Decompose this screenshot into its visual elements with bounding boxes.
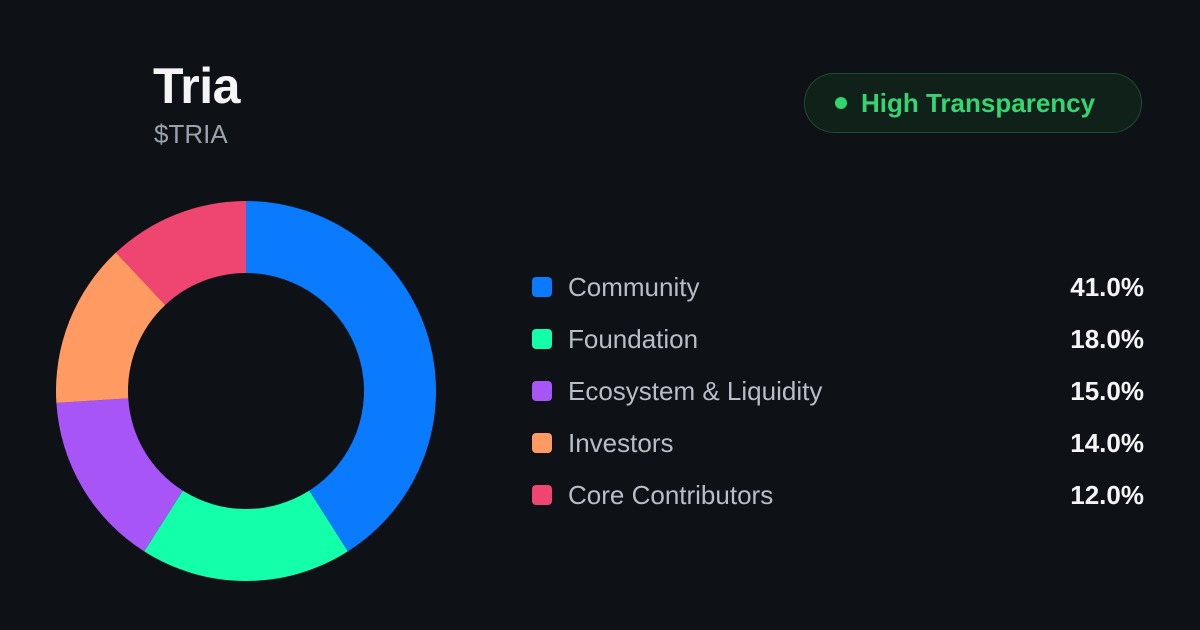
donut-slice-core-contributors	[115, 201, 246, 305]
token-ticker: $TRIA	[154, 119, 228, 149]
legend-item-ecosystem-liquidity: Ecosystem & Liquidity 15.0%	[532, 365, 1144, 417]
legend-item-core-contributors: Core Contributors 12.0%	[532, 469, 1144, 521]
legend-swatch	[532, 433, 552, 453]
donut-slice-investors	[56, 252, 166, 403]
legend-label: Ecosystem & Liquidity	[568, 376, 823, 406]
legend-value: 12.0%	[1070, 480, 1144, 510]
legend-swatch	[532, 329, 552, 349]
donut-slice-community	[246, 201, 437, 552]
transparency-badge-label: High Transparency	[861, 88, 1096, 118]
transparency-badge: High Transparency	[804, 73, 1142, 133]
legend-item-community: Community 41.0%	[532, 261, 1144, 313]
legend-swatch	[532, 277, 552, 297]
legend-value: 18.0%	[1070, 324, 1144, 354]
legend-value: 41.0%	[1070, 272, 1144, 302]
legend-swatch	[532, 485, 552, 505]
token-name: Tria	[153, 58, 240, 114]
legend-label: Core Contributors	[568, 480, 774, 510]
legend-item-foundation: Foundation 18.0%	[532, 313, 1144, 365]
legend-item-investors: Investors 14.0%	[532, 417, 1144, 469]
legend-label: Foundation	[568, 324, 699, 354]
legend-value: 14.0%	[1070, 428, 1144, 458]
donut-slice-foundation	[144, 490, 348, 581]
legend-value: 15.0%	[1070, 376, 1144, 406]
legend-label: Community	[568, 272, 700, 302]
legend-swatch	[532, 381, 552, 401]
allocation-legend: Community 41.0% Foundation 18.0% Ecosystem &…	[532, 261, 1144, 521]
legend-label: Investors	[568, 428, 674, 458]
status-dot-icon	[835, 97, 847, 109]
donut-slice-ecosystem-liquidity	[56, 398, 183, 552]
